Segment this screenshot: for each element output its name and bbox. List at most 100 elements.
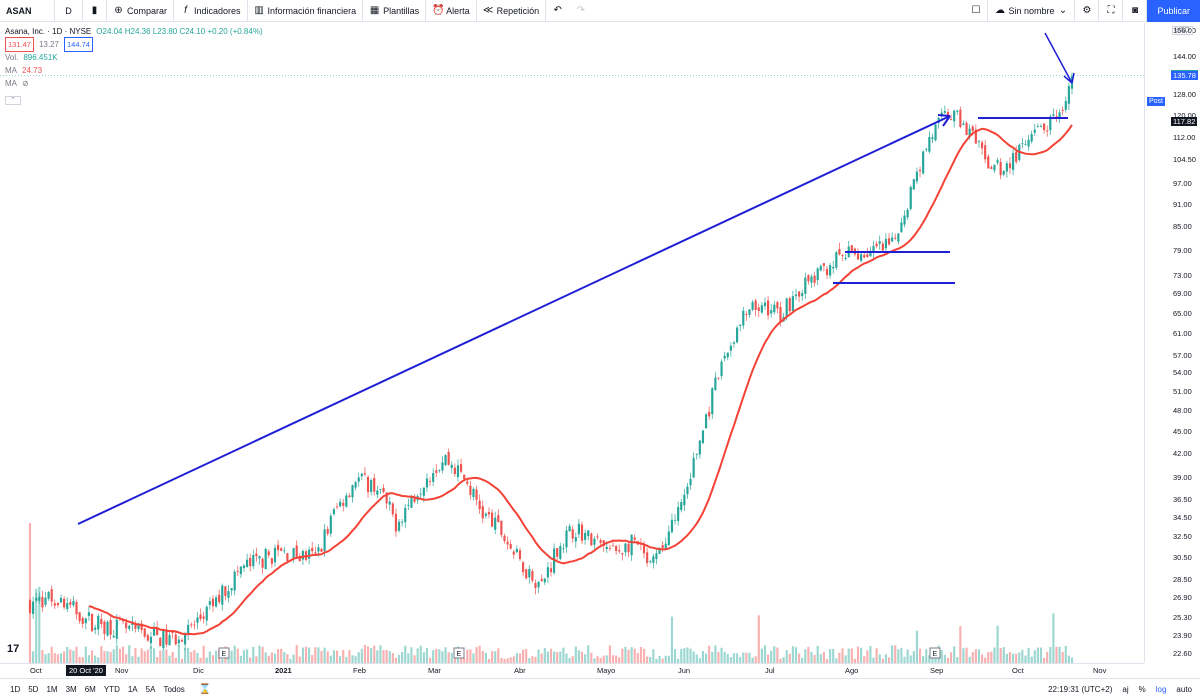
snapshot-button[interactable]: ◙ xyxy=(1123,0,1148,22)
bid-price[interactable]: 131.47 xyxy=(5,37,34,52)
chart-type-button[interactable]: ▮ xyxy=(83,0,107,22)
candle-body xyxy=(407,504,410,506)
layout-toggle-button[interactable]: ☐ xyxy=(964,0,989,22)
volume-bar xyxy=(435,648,438,663)
price-scale[interactable]: 156.00 144.00 128.00 120.00 112.00 104.50 97.0… xyxy=(1144,23,1200,663)
moving-average-line xyxy=(88,124,1073,636)
calendar-range-icon[interactable]: ⌛ xyxy=(198,683,212,695)
ma-label: MA xyxy=(5,66,17,75)
symbol-search[interactable]: ASAN xyxy=(0,0,55,22)
range-todos[interactable]: Todos xyxy=(163,684,185,694)
candle-body xyxy=(915,171,919,182)
candle-body xyxy=(667,531,670,546)
percent-toggle[interactable]: % xyxy=(1138,684,1146,694)
candle-body xyxy=(698,440,701,455)
volume-bar xyxy=(277,649,280,663)
fullscreen-button[interactable]: ⛶ xyxy=(1099,0,1124,22)
legend-title-row: Asana, Inc. · 1D · NYSE O24.04 H24.36 L2… xyxy=(5,25,263,38)
alert-button[interactable]: ⏰ Alerta xyxy=(426,0,477,22)
volume-bar xyxy=(658,655,661,663)
time-label-7: Mayo xyxy=(597,666,616,675)
redo-button[interactable]: ↷ xyxy=(569,0,592,22)
function-icon: f xyxy=(184,5,187,16)
interval-button[interactable]: D xyxy=(55,0,83,22)
volume-bar xyxy=(239,655,242,663)
volume-bar xyxy=(450,652,453,663)
clock[interactable]: 22:19:31 (UTC+2) xyxy=(1048,684,1113,694)
range-1m[interactable]: 1M xyxy=(46,684,58,694)
layout-name-label: Sin nombre xyxy=(1008,5,1055,16)
candle-body xyxy=(584,532,587,540)
drawings[interactable] xyxy=(77,32,1075,525)
candle-body xyxy=(528,568,531,578)
candle-body xyxy=(180,640,184,642)
volume-bar xyxy=(872,657,875,663)
volume-bar xyxy=(711,651,714,663)
compare-button[interactable]: ⊕ Comparar xyxy=(107,0,175,22)
range-5a[interactable]: 5A xyxy=(145,684,156,694)
volume-bar xyxy=(199,657,202,663)
financials-button[interactable]: ▥ Información financiera xyxy=(248,0,364,22)
candle-body xyxy=(351,485,354,498)
volume-bar xyxy=(354,656,357,663)
replay-button[interactable]: ≪ Repetición xyxy=(477,0,547,22)
tradingview-logo-icon[interactable]: 17 xyxy=(7,643,20,655)
eye-hidden-icon[interactable]: ⊘ xyxy=(22,79,29,88)
spread-value: 13.27 xyxy=(38,40,59,49)
publish-button[interactable]: Publicar xyxy=(1147,0,1200,22)
adjust-toggle[interactable]: aj xyxy=(1122,684,1129,694)
volume-bar xyxy=(943,654,946,663)
settings-button[interactable]: ⚙ xyxy=(1075,0,1100,22)
price-tick-9: 85.00 xyxy=(1173,222,1192,232)
candle-body xyxy=(571,529,574,539)
candle-body xyxy=(624,543,627,553)
volume-bar xyxy=(94,655,97,663)
volume-bar xyxy=(537,649,540,663)
candle-body xyxy=(798,291,801,297)
candle-body xyxy=(187,624,190,634)
volume-bar xyxy=(664,655,667,663)
range-1a[interactable]: 1A xyxy=(127,684,138,694)
log-toggle[interactable]: log xyxy=(1155,684,1167,694)
candle-body xyxy=(494,517,497,530)
indicators-button[interactable]: f Indicadores xyxy=(174,0,248,22)
volume-bar xyxy=(646,656,649,663)
volume-bar xyxy=(1027,647,1030,663)
templates-button[interactable]: ▦ Plantillas xyxy=(363,0,427,22)
candle-body xyxy=(28,600,32,613)
ask-price[interactable]: 144.74 xyxy=(63,37,93,52)
volume-bar xyxy=(221,658,224,663)
candle-body xyxy=(726,352,729,358)
candle-body xyxy=(391,503,394,515)
auto-toggle[interactable]: auto xyxy=(1176,684,1192,694)
volume-bar xyxy=(776,647,779,663)
candle-body xyxy=(801,293,804,297)
price-tick-1: 144.00 xyxy=(1173,51,1196,61)
range-ytd[interactable]: YTD xyxy=(103,684,120,694)
currency-button[interactable]: USD xyxy=(1172,26,1193,35)
candle-body xyxy=(441,462,444,471)
volume-bar xyxy=(869,646,872,663)
undo-button[interactable]: ↶ xyxy=(546,0,569,22)
range-5d[interactable]: 5D xyxy=(28,684,39,694)
time-axis[interactable]: Oct Nov Dic 2021 Feb Mar Abr Mayo Jun Jul Ago Sep Oc… xyxy=(0,663,1144,677)
volume-bar xyxy=(497,648,500,663)
range-6m[interactable]: 6M xyxy=(84,684,96,694)
layout-name-button[interactable]: ☁ Sin nombre ⌄ xyxy=(988,0,1076,22)
candle-body xyxy=(385,492,388,504)
volume-bar xyxy=(670,616,674,663)
candle-body xyxy=(686,486,689,495)
collapse-legend-button[interactable]: ⌃ xyxy=(5,96,21,105)
candle-body xyxy=(63,598,66,608)
range-1d[interactable]: 1D xyxy=(10,684,21,694)
candle-body xyxy=(608,547,612,549)
candle-body xyxy=(925,148,928,150)
price-tick-27: 26.90 xyxy=(1173,593,1192,603)
range-3m[interactable]: 3M xyxy=(65,684,77,694)
candle-body xyxy=(280,548,283,551)
candle-body xyxy=(891,237,894,242)
price-tick-17: 51.00 xyxy=(1173,386,1192,396)
volume-bar xyxy=(1036,647,1039,663)
